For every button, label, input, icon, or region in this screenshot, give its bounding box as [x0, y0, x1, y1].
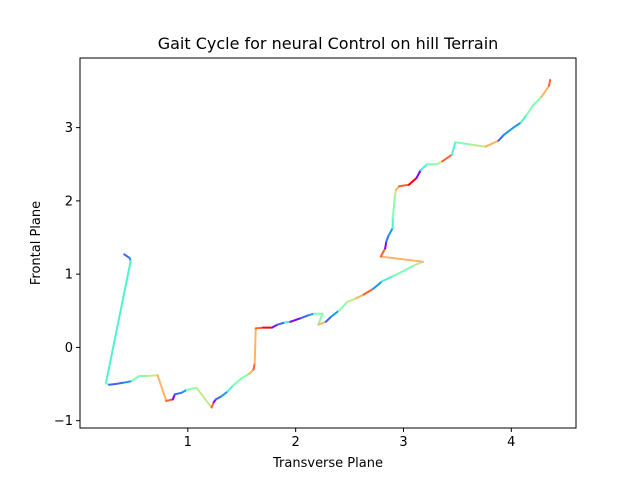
trajectory-segment [548, 78, 552, 87]
trajectory-segment [502, 126, 515, 136]
trajectory-segment [330, 309, 340, 318]
trajectory-segment [114, 381, 126, 386]
trajectory-segment [391, 271, 402, 278]
trajectory-segment [276, 321, 286, 326]
trajectory-segment [324, 315, 333, 323]
trajectory-segment [270, 323, 279, 329]
trajectory-segment [393, 188, 397, 198]
trajectory-segment [337, 300, 349, 312]
trajectory-segment [289, 317, 303, 323]
x-tick-label: 2 [292, 435, 300, 450]
trajectory-segment [540, 84, 551, 98]
trajectory-segment [484, 139, 500, 148]
trajectory-segment [531, 95, 543, 107]
trajectory-segment [123, 253, 131, 260]
trajectory-segment [415, 169, 422, 180]
trajectory-segment [185, 386, 198, 391]
trajectory-segment [384, 240, 388, 250]
trajectory-segment [173, 391, 183, 396]
x-tick-label: 1 [184, 435, 192, 450]
trajectory-segment [108, 383, 117, 386]
trajectory-segment [419, 163, 429, 172]
trajectory-segment [123, 380, 133, 384]
trajectory-segment [379, 255, 424, 263]
trajectory-segment [226, 384, 235, 393]
y-tick-label: 1 [65, 268, 73, 283]
trajectory-segment [165, 398, 174, 402]
y-tick-label: −1 [54, 414, 73, 429]
trajectory-segment [195, 386, 213, 409]
trajectory-segment [130, 374, 141, 383]
y-tick-label: 0 [65, 341, 73, 356]
y-tick-label: 2 [65, 194, 73, 209]
trajectory-segment [317, 312, 324, 326]
trajectory-segment [385, 235, 390, 243]
x-axis-label: Transverse Plane [272, 456, 383, 471]
gait-trajectory-series [104, 78, 552, 409]
trajectory-segment [355, 293, 365, 300]
trajectory-segment [469, 143, 487, 148]
trajectory-segment [497, 133, 505, 142]
trajectory-segment [317, 320, 327, 326]
trajectory-segment [104, 259, 132, 385]
trajectory-segment [362, 287, 375, 296]
trajectory-segment [392, 195, 396, 210]
trajectory-segment [441, 153, 453, 163]
plot-frame [79, 57, 577, 429]
y-axis-label: Frontal Plane [29, 201, 44, 285]
trajectory-segment [512, 121, 523, 129]
trajectory-segment [407, 177, 418, 186]
trajectory-segment [391, 207, 395, 219]
trajectory-segment [346, 297, 358, 303]
trajectory-segment [214, 395, 223, 401]
trajectory-segment [398, 183, 410, 188]
trajectory-segment [300, 314, 310, 320]
trajectory-segment [220, 390, 229, 398]
x-tick-label: 4 [507, 435, 515, 450]
trajectory-segment [232, 377, 243, 387]
y-axis: −1 0 1 2 3 [54, 121, 80, 429]
trajectory-segment [253, 327, 257, 365]
trajectory-segment [387, 226, 394, 238]
x-tick-label: 3 [399, 435, 407, 450]
trajectory-segment [379, 247, 387, 258]
trajectory-segment [180, 388, 188, 394]
trajectory-segment [145, 374, 159, 377]
trajectory-segment [240, 372, 251, 380]
trajectory-segment [254, 326, 265, 330]
trajectory-segment [372, 280, 383, 290]
trajectory-segment [248, 368, 255, 375]
trajectory-segment [380, 275, 394, 283]
trajectory-segment [520, 114, 528, 124]
trajectory-segment [525, 104, 534, 117]
trajectory-segment [454, 141, 472, 146]
trajectory-segment [435, 160, 444, 166]
x-axis: 1 2 3 4 [184, 428, 515, 450]
trajectory-segment [156, 374, 168, 402]
chart-title: Gait Cycle for neural Control on hill Te… [158, 34, 499, 53]
trajectory-segment [399, 264, 416, 274]
y-tick-label: 3 [65, 121, 73, 136]
trajectory-segment [451, 141, 457, 156]
